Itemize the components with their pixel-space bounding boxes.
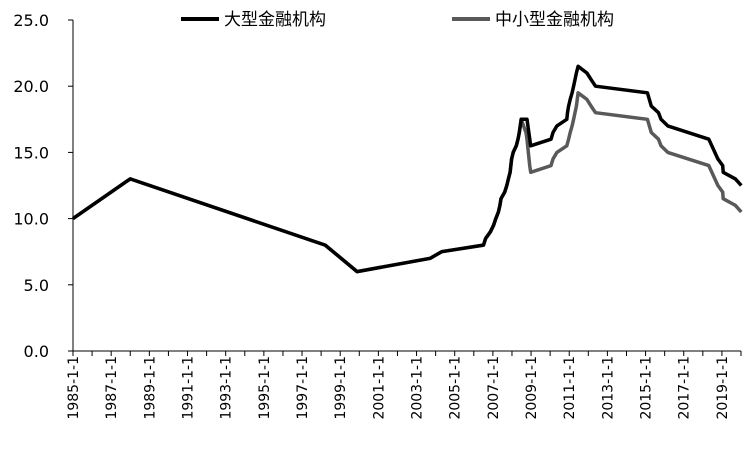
x-tick-label: 2007-1-1 [486, 356, 502, 420]
x-tick-label: 1985-1-1 [66, 356, 82, 420]
series-line-0 [72, 64, 743, 274]
x-tick-label: 2009-1-1 [524, 356, 540, 420]
x-tick-label: 2017-1-1 [677, 356, 693, 420]
y-tick-label: 5.0 [24, 276, 49, 295]
y-tick-label: 10.0 [13, 210, 49, 229]
y-tick-label: 0.0 [24, 342, 49, 361]
legend-item: 大型金融机构 [181, 10, 326, 30]
x-tick-label: 2003-1-1 [410, 356, 426, 420]
x-tick-label: 2005-1-1 [448, 356, 464, 420]
x-tick-label: 1995-1-1 [257, 356, 273, 420]
legend-item: 中小型金融机构 [452, 10, 614, 30]
legend-label: 中小型金融机构 [495, 10, 614, 30]
x-tick-label: 2001-1-1 [371, 356, 387, 420]
y-axis: 0.0 5.0 10.0 15.0 20.0 25.0 [13, 11, 74, 361]
x-tick-label: 1993-1-1 [219, 356, 235, 420]
y-tick-label: 20.0 [13, 77, 49, 96]
legend-label: 大型金融机构 [224, 10, 326, 30]
x-tick-label: 1989-1-1 [142, 356, 158, 420]
x-tick-label: 1987-1-1 [104, 356, 120, 420]
series-line-1 [72, 91, 743, 274]
x-tick-label: 1997-1-1 [295, 356, 311, 420]
x-tick-label: 2019-1-1 [715, 356, 731, 420]
x-tick-label: 2011-1-1 [562, 356, 578, 420]
legend: 大型金融机构 中小型金融机构 [181, 10, 614, 30]
x-tick-label: 1999-1-1 [333, 356, 349, 420]
x-axis: 1985-1-1 1987-1-1 1989-1-1 1991-1-1 1993-1-1… [66, 350, 742, 420]
x-tick-label: 1991-1-1 [181, 356, 197, 420]
y-tick-label: 15.0 [13, 143, 49, 162]
y-tick-label: 25.0 [13, 11, 49, 30]
x-tick-label: 2015-1-1 [639, 356, 655, 420]
x-tick-label: 2013-1-1 [600, 356, 616, 420]
series-layer [72, 64, 743, 274]
